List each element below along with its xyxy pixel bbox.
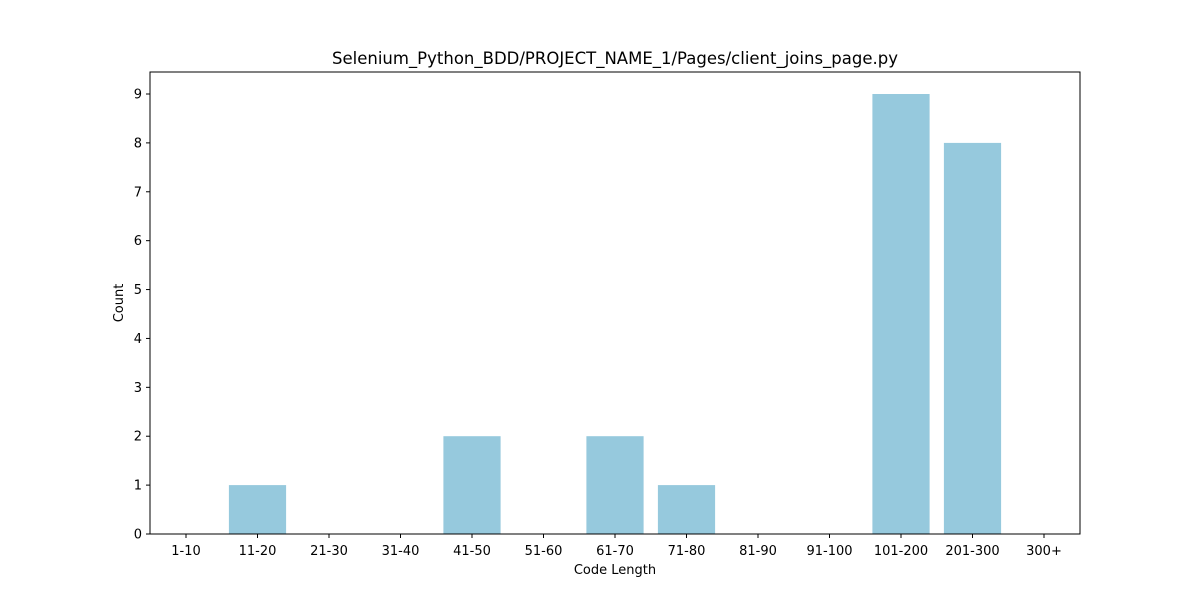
x-tick-label: 201-300 bbox=[945, 544, 999, 559]
y-tick-label: 7 bbox=[134, 185, 142, 200]
y-tick-label: 3 bbox=[134, 381, 142, 396]
y-tick-label: 0 bbox=[134, 528, 142, 543]
y-tick-label: 4 bbox=[134, 332, 142, 347]
plot-frame bbox=[149, 71, 1081, 535]
x-tick-label: 101-200 bbox=[874, 544, 928, 559]
y-tick-label: 5 bbox=[134, 283, 142, 298]
x-axis-ticks: 1-10 11-20 21-30 31-40 41-50 51-60 61-70 71-80 8… bbox=[171, 534, 1062, 559]
y-tick-label: 8 bbox=[134, 136, 142, 151]
y-tick-label: 6 bbox=[134, 234, 142, 249]
x-tick-label: 91-100 bbox=[806, 544, 852, 559]
y-tick-label: 2 bbox=[134, 430, 142, 445]
bars-group bbox=[228, 94, 1002, 534]
x-tick-label: 1-10 bbox=[171, 544, 201, 559]
bar-71-80 bbox=[657, 485, 716, 534]
x-axis-title: Code Length bbox=[574, 563, 656, 578]
x-tick-label: 61-70 bbox=[596, 544, 634, 559]
y-tick-label: 1 bbox=[134, 479, 142, 494]
bar-61-70 bbox=[586, 436, 644, 534]
x-tick-label: 31-40 bbox=[382, 544, 420, 559]
x-tick-label: 11-20 bbox=[239, 544, 277, 559]
chart-title: Selenium_Python_BDD/PROJECT_NAME_1/Pages… bbox=[332, 49, 898, 69]
bar-201-300 bbox=[943, 142, 1002, 534]
x-tick-label: 71-80 bbox=[668, 544, 706, 559]
x-tick-label: 81-90 bbox=[739, 544, 777, 559]
x-tick-label: 21-30 bbox=[310, 544, 348, 559]
y-tick-label: 9 bbox=[134, 88, 142, 103]
y-axis-ticks: 0 1 2 3 4 5 6 7 8 9 bbox=[134, 88, 150, 543]
x-tick-label: 51-60 bbox=[525, 544, 563, 559]
bar-101-200 bbox=[872, 94, 930, 534]
y-axis-title: Count bbox=[112, 284, 127, 323]
x-tick-label: 300+ bbox=[1026, 544, 1062, 559]
x-tick-label: 41-50 bbox=[453, 544, 491, 559]
bar-11-20 bbox=[228, 485, 287, 534]
bar-41-50 bbox=[443, 436, 501, 534]
